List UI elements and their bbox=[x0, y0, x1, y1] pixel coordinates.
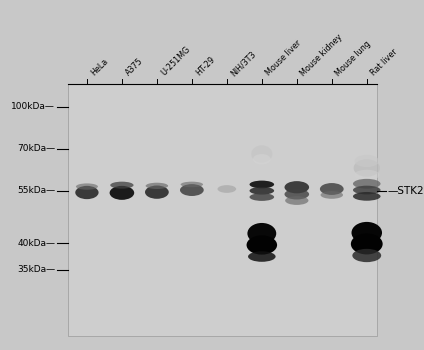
Ellipse shape bbox=[110, 182, 134, 189]
Ellipse shape bbox=[146, 183, 168, 189]
Ellipse shape bbox=[248, 251, 276, 262]
Text: A375: A375 bbox=[124, 57, 145, 78]
Text: HT-29: HT-29 bbox=[194, 55, 217, 78]
Ellipse shape bbox=[180, 184, 204, 196]
Ellipse shape bbox=[253, 154, 271, 164]
Text: HeLa: HeLa bbox=[89, 57, 110, 78]
Text: Mouse lung: Mouse lung bbox=[334, 39, 373, 78]
Ellipse shape bbox=[354, 155, 379, 167]
Ellipse shape bbox=[321, 191, 343, 199]
Ellipse shape bbox=[285, 196, 309, 205]
Ellipse shape bbox=[109, 186, 134, 200]
Ellipse shape bbox=[145, 186, 169, 199]
Text: Mouse liver: Mouse liver bbox=[264, 39, 303, 78]
Ellipse shape bbox=[354, 159, 380, 177]
Ellipse shape bbox=[249, 181, 274, 188]
Ellipse shape bbox=[246, 235, 277, 255]
Text: 35kDa—: 35kDa— bbox=[17, 265, 55, 274]
Ellipse shape bbox=[76, 183, 98, 190]
Ellipse shape bbox=[218, 185, 236, 193]
Ellipse shape bbox=[251, 145, 273, 163]
Ellipse shape bbox=[285, 189, 309, 199]
Ellipse shape bbox=[351, 233, 382, 254]
Ellipse shape bbox=[352, 249, 381, 262]
Text: Rat liver: Rat liver bbox=[369, 48, 399, 78]
Text: 100kDa—: 100kDa— bbox=[11, 102, 55, 111]
Ellipse shape bbox=[351, 222, 382, 244]
Ellipse shape bbox=[75, 186, 98, 199]
Ellipse shape bbox=[249, 187, 274, 195]
Text: 55kDa—: 55kDa— bbox=[17, 186, 55, 195]
Ellipse shape bbox=[181, 182, 203, 187]
Text: U-251MG: U-251MG bbox=[159, 45, 192, 78]
Ellipse shape bbox=[353, 192, 380, 201]
Ellipse shape bbox=[320, 183, 343, 195]
FancyBboxPatch shape bbox=[68, 84, 377, 336]
Text: —STK24: —STK24 bbox=[388, 186, 424, 196]
Text: Mouse kidney: Mouse kidney bbox=[299, 32, 344, 78]
Ellipse shape bbox=[354, 170, 379, 180]
Text: NIH/3T3: NIH/3T3 bbox=[229, 49, 258, 78]
Ellipse shape bbox=[285, 181, 309, 193]
Ellipse shape bbox=[249, 193, 274, 201]
Ellipse shape bbox=[353, 186, 380, 194]
Text: 40kDa—: 40kDa— bbox=[17, 239, 55, 248]
Ellipse shape bbox=[353, 179, 380, 189]
Ellipse shape bbox=[248, 223, 276, 244]
Text: 70kDa—: 70kDa— bbox=[17, 144, 55, 153]
